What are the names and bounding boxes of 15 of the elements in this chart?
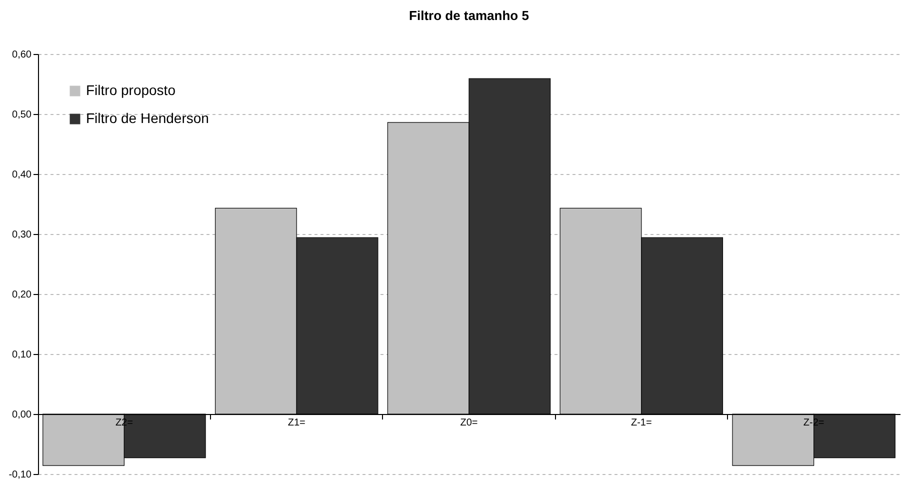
y-tick-label: 0,50 [12,110,32,120]
x-tick-label: Z0= [460,418,478,428]
y-tick-label: 0,10 [12,350,32,360]
legend-label: Filtro de Henderson [86,110,209,126]
chart-title: Filtro de tamanho 5 [409,8,529,23]
x-tick-label: Z-1= [630,418,652,428]
y-tick-label: 0,30 [12,230,32,240]
y-tick-label: 0,60 [12,50,32,60]
y-tick-label: -0,10 [8,470,32,480]
y-tick-label: 0,20 [12,290,32,300]
y-tick-label: 0,00 [12,410,32,420]
y-tick-label: 0,40 [12,170,32,180]
x-tick-label: Z1= [288,418,306,428]
legend-label: Filtro proposto [86,82,176,98]
x-tick-label: Z2= [115,418,134,428]
